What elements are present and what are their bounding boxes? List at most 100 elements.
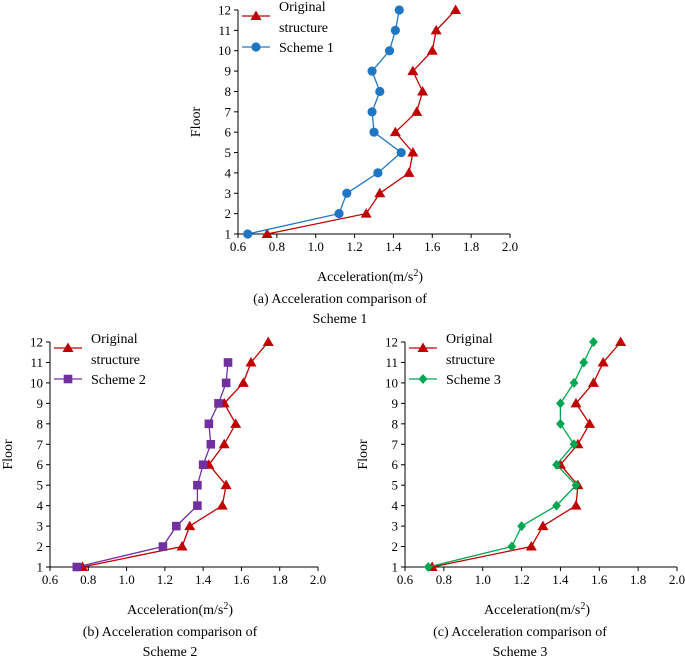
y-tick-label: 11 (30, 355, 43, 370)
y-tick-label: 6 (225, 125, 232, 140)
legend-label: Scheme 2 (91, 373, 146, 388)
x-tick-label: 1.2 (513, 572, 529, 587)
y-tick-label: 5 (37, 478, 44, 493)
legend-label: Scheme 3 (446, 373, 501, 388)
data-point (220, 479, 232, 490)
data-point (426, 45, 438, 55)
legend-marker (63, 374, 73, 384)
data-point (176, 541, 188, 551)
y-tick-label: 4 (37, 498, 44, 513)
legend-marker (62, 342, 74, 352)
data-point (198, 460, 208, 470)
series-scheme-2 (72, 358, 233, 572)
data-point (394, 5, 404, 15)
data-point (450, 4, 462, 14)
data-point (218, 438, 230, 449)
data-point (537, 520, 549, 531)
data-point (569, 439, 579, 450)
y-axis-title: Floor (189, 106, 204, 137)
y-tick-label: 2 (392, 539, 399, 554)
y-axis-title: Floor (356, 439, 371, 470)
data-point (396, 147, 406, 158)
legend-label: Scheme 1 (279, 41, 334, 56)
data-point (615, 336, 627, 346)
x-tick-label: 0.8 (80, 572, 96, 587)
y-tick-label: 8 (225, 84, 232, 99)
data-point (373, 168, 383, 178)
y-tick-label: 6 (392, 457, 399, 472)
data-point (214, 399, 223, 408)
x-tick-label: 1.4 (195, 572, 212, 587)
y-tick-label: 6 (37, 457, 44, 472)
y-tick-label: 3 (225, 186, 232, 201)
y-tick-label: 9 (225, 64, 232, 79)
y-tick-label: 10 (385, 375, 398, 390)
legend-label: Original (91, 332, 138, 347)
data-point (507, 541, 517, 552)
data-point (411, 106, 423, 116)
x-tick-label: 1.2 (346, 239, 362, 254)
panel-caption: (c) Acceleration comparison of (433, 625, 607, 640)
panel-caption: Scheme 1 (313, 312, 368, 327)
data-point (184, 520, 196, 531)
legend-label: Original (446, 332, 493, 347)
data-point (262, 336, 274, 346)
y-tick-label: 8 (392, 416, 399, 431)
data-point (570, 500, 582, 510)
data-point (569, 377, 579, 388)
data-point (417, 85, 429, 96)
x-tick-label: 1.8 (272, 572, 288, 587)
panel-caption: Scheme 3 (493, 645, 548, 657)
series-scheme-1 (243, 5, 406, 239)
chart-panel-3: 0.6 0.8 1.0 1.2 1.4 1.6 1.8 2.0123456789101112A… (356, 332, 685, 657)
y-tick-label: 2 (37, 539, 44, 554)
x-tick-label: 0.8 (269, 239, 285, 254)
y-tick-label: 8 (37, 416, 44, 431)
x-tick-label: 1.0 (308, 239, 324, 254)
x-tick-label: 1.0 (475, 572, 491, 587)
legend: Original structure Scheme 1 (242, 0, 334, 56)
data-point (369, 127, 379, 137)
data-point (374, 187, 386, 198)
legend-label: structure (446, 353, 495, 368)
data-point (579, 357, 589, 368)
data-point (384, 46, 395, 56)
y-tick-label: 12 (218, 3, 231, 18)
y-tick-label: 2 (225, 206, 232, 221)
data-point (245, 356, 257, 367)
legend-marker (418, 374, 428, 384)
data-point (584, 418, 596, 428)
data-point (389, 126, 401, 137)
x-axis-title: Acceleration(m/s2) (317, 268, 423, 286)
legend-label: structure (91, 353, 140, 368)
x-tick-label: 2.0 (310, 572, 326, 587)
data-point (589, 337, 598, 347)
data-point (423, 562, 433, 572)
data-point (375, 86, 385, 97)
data-point (206, 439, 216, 449)
data-point (221, 378, 231, 388)
data-point (223, 358, 233, 367)
panel-caption: (a) Acceleration comparison of (253, 292, 427, 307)
y-tick-label: 7 (225, 104, 232, 119)
y-tick-label: 1 (225, 227, 232, 242)
data-point (216, 500, 228, 510)
data-point (72, 562, 82, 572)
x-tick-label: 0.6 (397, 572, 414, 587)
x-axis-title: Acceleration(m/s2) (484, 601, 590, 619)
legend-marker (251, 42, 261, 52)
x-tick-label: 1.8 (630, 572, 646, 587)
y-tick-label: 7 (392, 437, 399, 452)
y-tick-label: 12 (30, 335, 43, 350)
y-axis-title: Floor (1, 439, 16, 470)
data-point (597, 356, 609, 367)
y-tick-label: 4 (392, 498, 399, 513)
y-tick-label: 3 (392, 519, 399, 534)
data-point (334, 209, 344, 219)
data-point (407, 65, 419, 76)
panel-caption: Scheme 2 (143, 645, 198, 657)
legend-label: Original (279, 0, 326, 15)
x-tick-label: 0.6 (230, 239, 247, 254)
x-tick-label: 1.6 (424, 239, 441, 254)
